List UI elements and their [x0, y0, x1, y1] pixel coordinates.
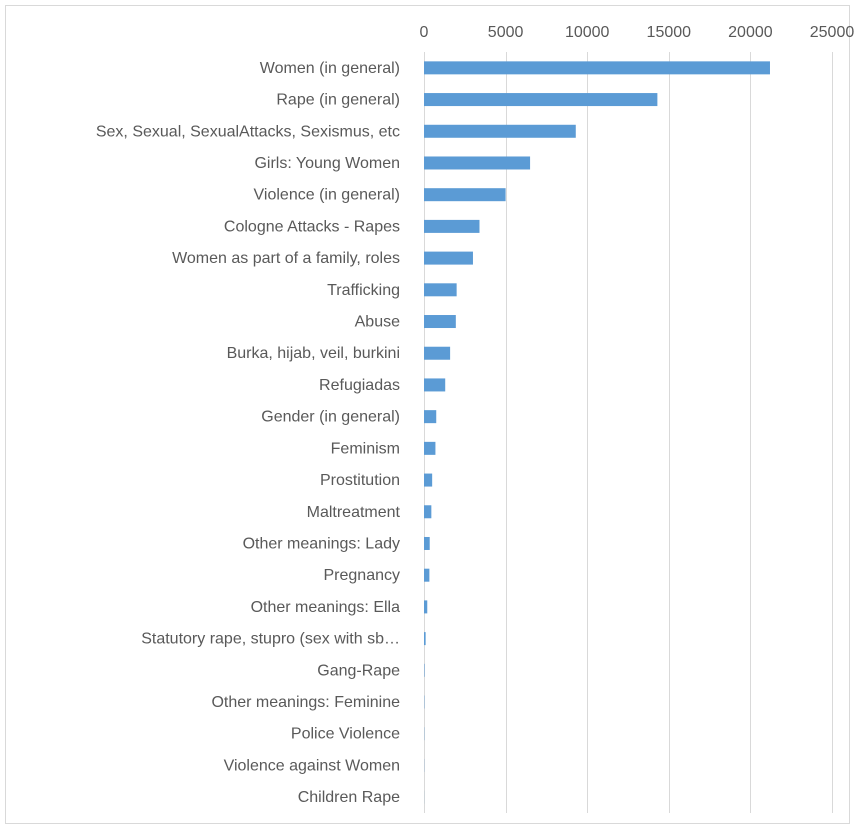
bar — [424, 156, 531, 170]
x-tick-label: 10000 — [565, 24, 610, 41]
category-label: Cologne Attacks - Rapes — [224, 218, 400, 235]
category-label: Abuse — [355, 314, 400, 331]
bar — [424, 219, 480, 233]
bar — [424, 600, 428, 614]
category-label: Gang-Rape — [317, 662, 400, 679]
bar — [424, 505, 432, 519]
bar — [424, 441, 436, 455]
category-labels: Women (in general) Rape (in general) Sex, … — [96, 60, 401, 806]
gridlines — [424, 52, 833, 813]
bar — [424, 568, 430, 582]
bar — [424, 536, 430, 550]
bar — [424, 346, 451, 360]
category-label: Other meanings: Ella — [251, 599, 401, 616]
category-label: Feminism — [331, 440, 400, 457]
category-label: Maltreatment — [307, 504, 401, 521]
category-label: Violence (in general) — [254, 187, 400, 204]
bar — [424, 188, 506, 202]
category-label: Statutory rape, stupro (sex with sb… — [141, 631, 400, 648]
bar — [424, 473, 433, 487]
category-label: Women as part of a family, roles — [172, 250, 400, 267]
category-label: Burka, hijab, veil, burkini — [227, 345, 400, 362]
x-tick-label: 5000 — [488, 24, 524, 41]
bar — [424, 283, 457, 297]
chart-frame — [5, 5, 850, 824]
x-tick-label: 25000 — [810, 24, 855, 41]
category-label: Gender (in general) — [261, 409, 400, 426]
category-label: Refugiadas — [319, 377, 400, 394]
bar — [424, 124, 576, 138]
category-label: Violence against Women — [224, 757, 400, 774]
category-label: Trafficking — [327, 282, 400, 299]
bar — [424, 93, 658, 107]
x-tick-label: 20000 — [728, 24, 773, 41]
category-label: Other meanings: Feminine — [211, 694, 400, 711]
category-label: Police Violence — [291, 726, 400, 743]
category-label: Rape (in general) — [276, 92, 400, 109]
category-label: Pregnancy — [324, 567, 401, 584]
bar — [424, 378, 446, 392]
bar — [424, 632, 426, 646]
x-tick-label: 15000 — [647, 24, 692, 41]
category-label: Children Rape — [298, 789, 400, 806]
category-label: Girls: Young Women — [254, 155, 400, 172]
bar — [424, 251, 473, 265]
x-axis-tick-labels: 0 5000 10000 15000 20000 25000 — [420, 24, 855, 41]
bars — [424, 61, 770, 804]
category-label: Other meanings: Lady — [243, 535, 400, 552]
x-tick-label: 0 — [420, 24, 429, 41]
category-label: Women (in general) — [260, 60, 400, 77]
category-label: Prostitution — [320, 472, 400, 489]
bar — [424, 61, 770, 75]
category-label: Sex, Sexual, SexualAttacks, Sexismus, et… — [96, 123, 400, 140]
bar — [424, 410, 437, 424]
bar — [424, 315, 456, 329]
